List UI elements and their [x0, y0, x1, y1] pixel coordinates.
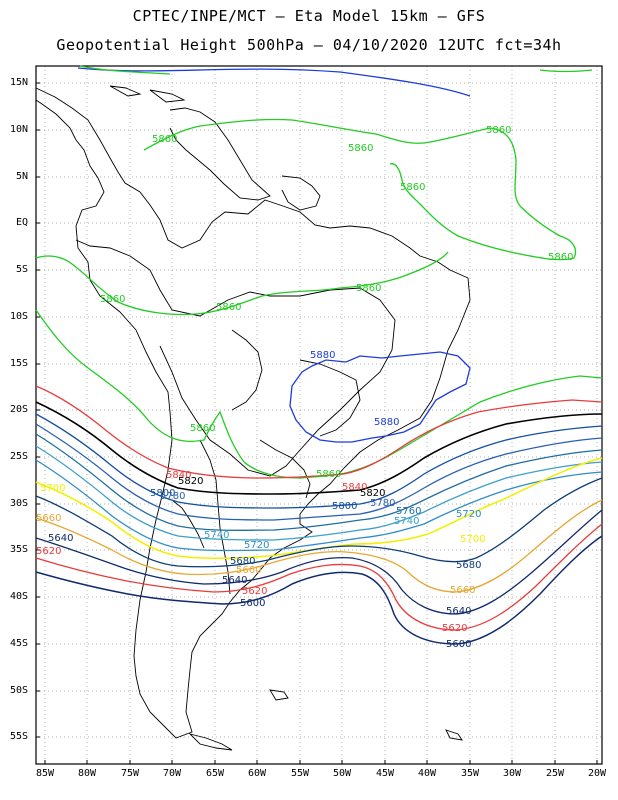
contour-5620	[35, 523, 603, 631]
lon-label: 40W	[417, 768, 437, 779]
contour-5640	[35, 509, 603, 615]
contour-label: 5680	[456, 560, 481, 571]
lat-label: 45S	[9, 638, 28, 649]
lat-label: 15N	[9, 77, 28, 88]
title-line-1: CPTEC/INPE/MCT – Eta Model 15km – GFS	[132, 7, 486, 25]
contour-label: 5600	[240, 598, 265, 609]
contour-label: 5780	[370, 498, 395, 509]
lon-label: 35W	[460, 768, 480, 779]
contour-label: 5860	[548, 252, 573, 263]
lon-label: 45W	[375, 768, 395, 779]
map-frame	[35, 65, 603, 765]
graticule	[36, 66, 602, 764]
lat-label: 40S	[9, 591, 28, 602]
lat-label: 25S	[9, 451, 28, 462]
contour-label: 5860	[316, 469, 341, 480]
contour-5860	[35, 65, 603, 479]
contour-label: 5800	[332, 501, 357, 512]
contour-label: 5640	[222, 575, 247, 586]
lon-label: 20W	[587, 768, 607, 779]
contour-5600	[35, 535, 603, 645]
lat-label: 35S	[9, 544, 28, 555]
contour-label: 5660	[236, 565, 261, 576]
contour-label: 5660	[450, 585, 475, 596]
lat-label: 5N	[15, 171, 28, 182]
title-line-2: Geopotential Height 500hPa – 04/10/2020 …	[56, 36, 562, 54]
contour-label: 5880	[310, 350, 335, 361]
contour-label: 5860	[486, 125, 511, 136]
lon-label: 50W	[332, 768, 352, 779]
lon-label: 55W	[290, 768, 310, 779]
lat-label: 10S	[9, 311, 28, 322]
lat-label: 5S	[15, 264, 28, 275]
contour-label: 5840	[342, 482, 367, 493]
contour-label: 5760	[396, 506, 421, 517]
contour-5800	[35, 413, 603, 509]
contour-label: 5780	[160, 491, 185, 502]
contour-5880	[77, 67, 471, 443]
contour-label: 5660	[36, 513, 61, 524]
contour-label: 5680	[230, 556, 255, 567]
contour-label: 5720	[244, 540, 269, 551]
lon-label: 70W	[162, 768, 182, 779]
contour-label: 5640	[48, 533, 73, 544]
lat-label: 55S	[9, 731, 28, 742]
contour-label: 5860	[190, 423, 215, 434]
contour-label: 5860	[100, 294, 125, 305]
contour-labels: 5860 5860 5860 5860 5860 5860 5860 5860 …	[36, 125, 573, 650]
contour-label: 5880	[374, 417, 399, 428]
lon-label: 80W	[77, 768, 97, 779]
contour-label: 5860	[348, 143, 373, 154]
contour-5720	[35, 459, 603, 552]
lat-label: 30S	[9, 498, 28, 509]
contour-label: 5740	[394, 516, 419, 527]
axis-ticks	[36, 82, 598, 764]
contour-5760	[35, 433, 603, 531]
lat-label: 10N	[9, 124, 28, 135]
contour-label: 5860	[400, 182, 425, 193]
lon-label: 75W	[120, 768, 140, 779]
lat-label: 15S	[9, 358, 28, 369]
contour-5840	[35, 385, 603, 479]
contour-label: 5620	[442, 623, 467, 634]
lat-label: EQ	[15, 217, 28, 228]
contour-label: 5840	[166, 470, 191, 481]
contour-5660	[35, 499, 603, 593]
contour-5740	[35, 445, 603, 541]
contour-5780	[35, 423, 603, 521]
contour-label: 5860	[356, 283, 381, 294]
islands	[109, 85, 463, 751]
contour-label: 5860	[152, 134, 177, 145]
contour-label: 5620	[242, 586, 267, 597]
contour-label: 5700	[40, 483, 65, 494]
contour-label: 5820	[178, 476, 203, 487]
lon-label: 85W	[35, 768, 55, 779]
contour-label: 5800	[150, 488, 175, 499]
lon-label: 25W	[545, 768, 565, 779]
contour-label: 5820	[360, 488, 385, 499]
lon-label: 60W	[247, 768, 267, 779]
lon-label: 30W	[502, 768, 522, 779]
contour-label: 5620	[36, 546, 61, 557]
lat-label: 50S	[9, 685, 28, 696]
contour-5820	[35, 401, 603, 495]
contour-label: 5720	[456, 509, 481, 520]
lat-label: 20S	[9, 404, 28, 415]
contour-label: 5700	[460, 534, 485, 545]
contour-label: 5640	[446, 606, 471, 617]
contour-label: 5860	[216, 302, 241, 313]
contour-5680	[35, 477, 603, 568]
contour-label: 5600	[446, 639, 471, 650]
contour-label: 5740	[204, 530, 229, 541]
lon-label: 65W	[205, 768, 225, 779]
